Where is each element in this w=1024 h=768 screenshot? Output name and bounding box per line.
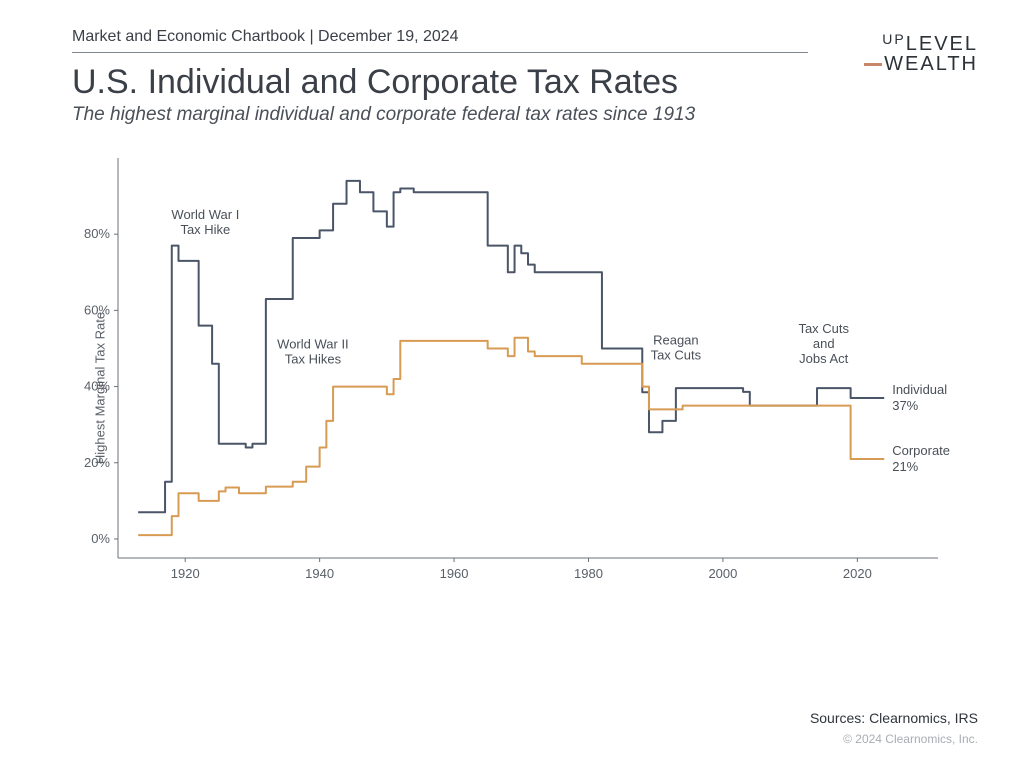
logo-prefix: UP [882, 31, 905, 47]
x-tick-label: 1980 [574, 566, 603, 581]
chart-title: U.S. Individual and Corporate Tax Rates [72, 63, 808, 102]
chart-annotation: World War I [171, 207, 239, 222]
copyright-text: © 2024 Clearnomics, Inc. [843, 732, 978, 746]
x-tick-label: 1960 [440, 566, 469, 581]
logo-line2: WEALTH [884, 53, 978, 75]
x-tick-label: 1920 [171, 566, 200, 581]
x-tick-label: 1940 [305, 566, 334, 581]
x-tick-label: 2000 [708, 566, 737, 581]
line-chart-svg: 0%20%40%60%80%192019401960198020002020In… [72, 148, 978, 608]
chart-annotation: Tax Hike [180, 222, 230, 237]
y-axis-label: Highest Marginal Tax Rate [93, 312, 108, 464]
y-tick-label: 80% [84, 226, 110, 241]
sources-text: Sources: Clearnomics, IRS [810, 710, 978, 726]
logo-line1: LEVEL [906, 33, 978, 55]
individual-end-value: 37% [892, 398, 918, 413]
brand-logo: UPLEVEL WEALTH [808, 28, 978, 74]
individual-end-label: Individual [892, 382, 947, 397]
chart-annotation: Tax Hikes [285, 351, 342, 366]
x-tick-label: 2020 [843, 566, 872, 581]
chart-annotation: Reagan [653, 333, 699, 348]
corporate-line [138, 338, 884, 535]
kicker-text: Market and Economic Chartbook | December… [72, 28, 808, 53]
chart-annotation: Tax Cuts [798, 321, 849, 336]
chart-annotation: World War II [277, 336, 349, 351]
header-block: Market and Economic Chartbook | December… [72, 28, 808, 126]
corporate-end-label: Corporate [892, 443, 950, 458]
chart-annotation: Tax Cuts [651, 348, 702, 363]
logo-accent-bar [864, 63, 882, 66]
individual-line [138, 181, 884, 512]
y-tick-label: 0% [91, 531, 110, 546]
chart-area: Highest Marginal Tax Rate 0%20%40%60%80%… [72, 148, 978, 628]
chart-subtitle: The highest marginal individual and corp… [72, 104, 808, 126]
chart-annotation: Jobs Act [799, 351, 849, 366]
corporate-end-value: 21% [892, 459, 918, 474]
chart-annotation: and [813, 336, 835, 351]
